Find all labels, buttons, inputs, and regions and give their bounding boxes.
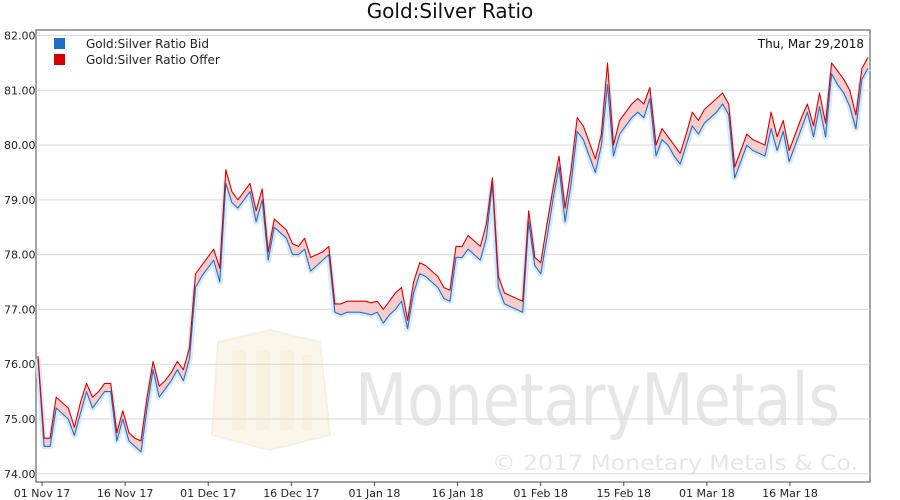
legend-label-offer: Gold:Silver Ratio Offer [86,53,220,67]
x-tick-label: 01 Dec 17 [180,487,236,500]
y-tick-label: 77.00 [4,303,36,316]
watermark: MonetaryMetals © 2017 Monetary Metals & … [210,328,858,475]
legend: Gold:Silver Ratio Bid Gold:Silver Ratio … [54,37,220,67]
x-tick-label: 16 Jan 18 [432,487,484,500]
monetary-metals-logo-icon [210,328,332,452]
legend-swatch-offer [54,54,65,65]
x-tick-label: 01 Feb 18 [513,487,567,500]
plot-frame [35,29,871,483]
y-tick-label: 81.00 [4,84,36,97]
x-tick-label: 01 Nov 17 [14,487,70,500]
y-tick-label: 76.00 [4,358,36,371]
offer-series-line [37,57,869,442]
chart-title: Gold:Silver Ratio [367,0,534,23]
y-axis: 74.00 75.00 76.00 77.00 78.00 79.00 80.00 81.00… [4,29,36,480]
y-tick-label: 74.00 [4,468,36,481]
x-tick-label: 01 Mar 18 [679,487,735,500]
x-tick-label: 01 Jan 18 [348,487,400,500]
date-label: Thu, Mar 29,2018 [757,37,864,51]
y-tick-label: 82.00 [4,29,36,42]
x-tick-label: 16 Dec 17 [263,487,319,500]
legend-swatch-bid [54,38,65,49]
x-axis: 01 Nov 17 16 Nov 17 01 Dec 17 16 Dec 17 01 J… [14,482,818,500]
y-tick-label: 78.00 [4,249,36,262]
legend-label-bid: Gold:Silver Ratio Bid [86,37,209,51]
x-tick-label: 15 Feb 18 [597,487,651,500]
grid [36,34,870,475]
y-tick-label: 80.00 [4,139,36,152]
x-tick-label: 16 Nov 17 [97,487,153,500]
watermark-copyright: © 2017 Monetary Metals & Co. [492,451,858,475]
x-tick-label: 16 Mar 18 [762,487,818,500]
watermark-brand: MonetaryMetals [355,358,840,442]
y-tick-label: 79.00 [4,194,36,207]
y-tick-label: 75.00 [4,413,36,426]
series-layer [35,57,871,455]
bid-series-line [37,68,869,453]
